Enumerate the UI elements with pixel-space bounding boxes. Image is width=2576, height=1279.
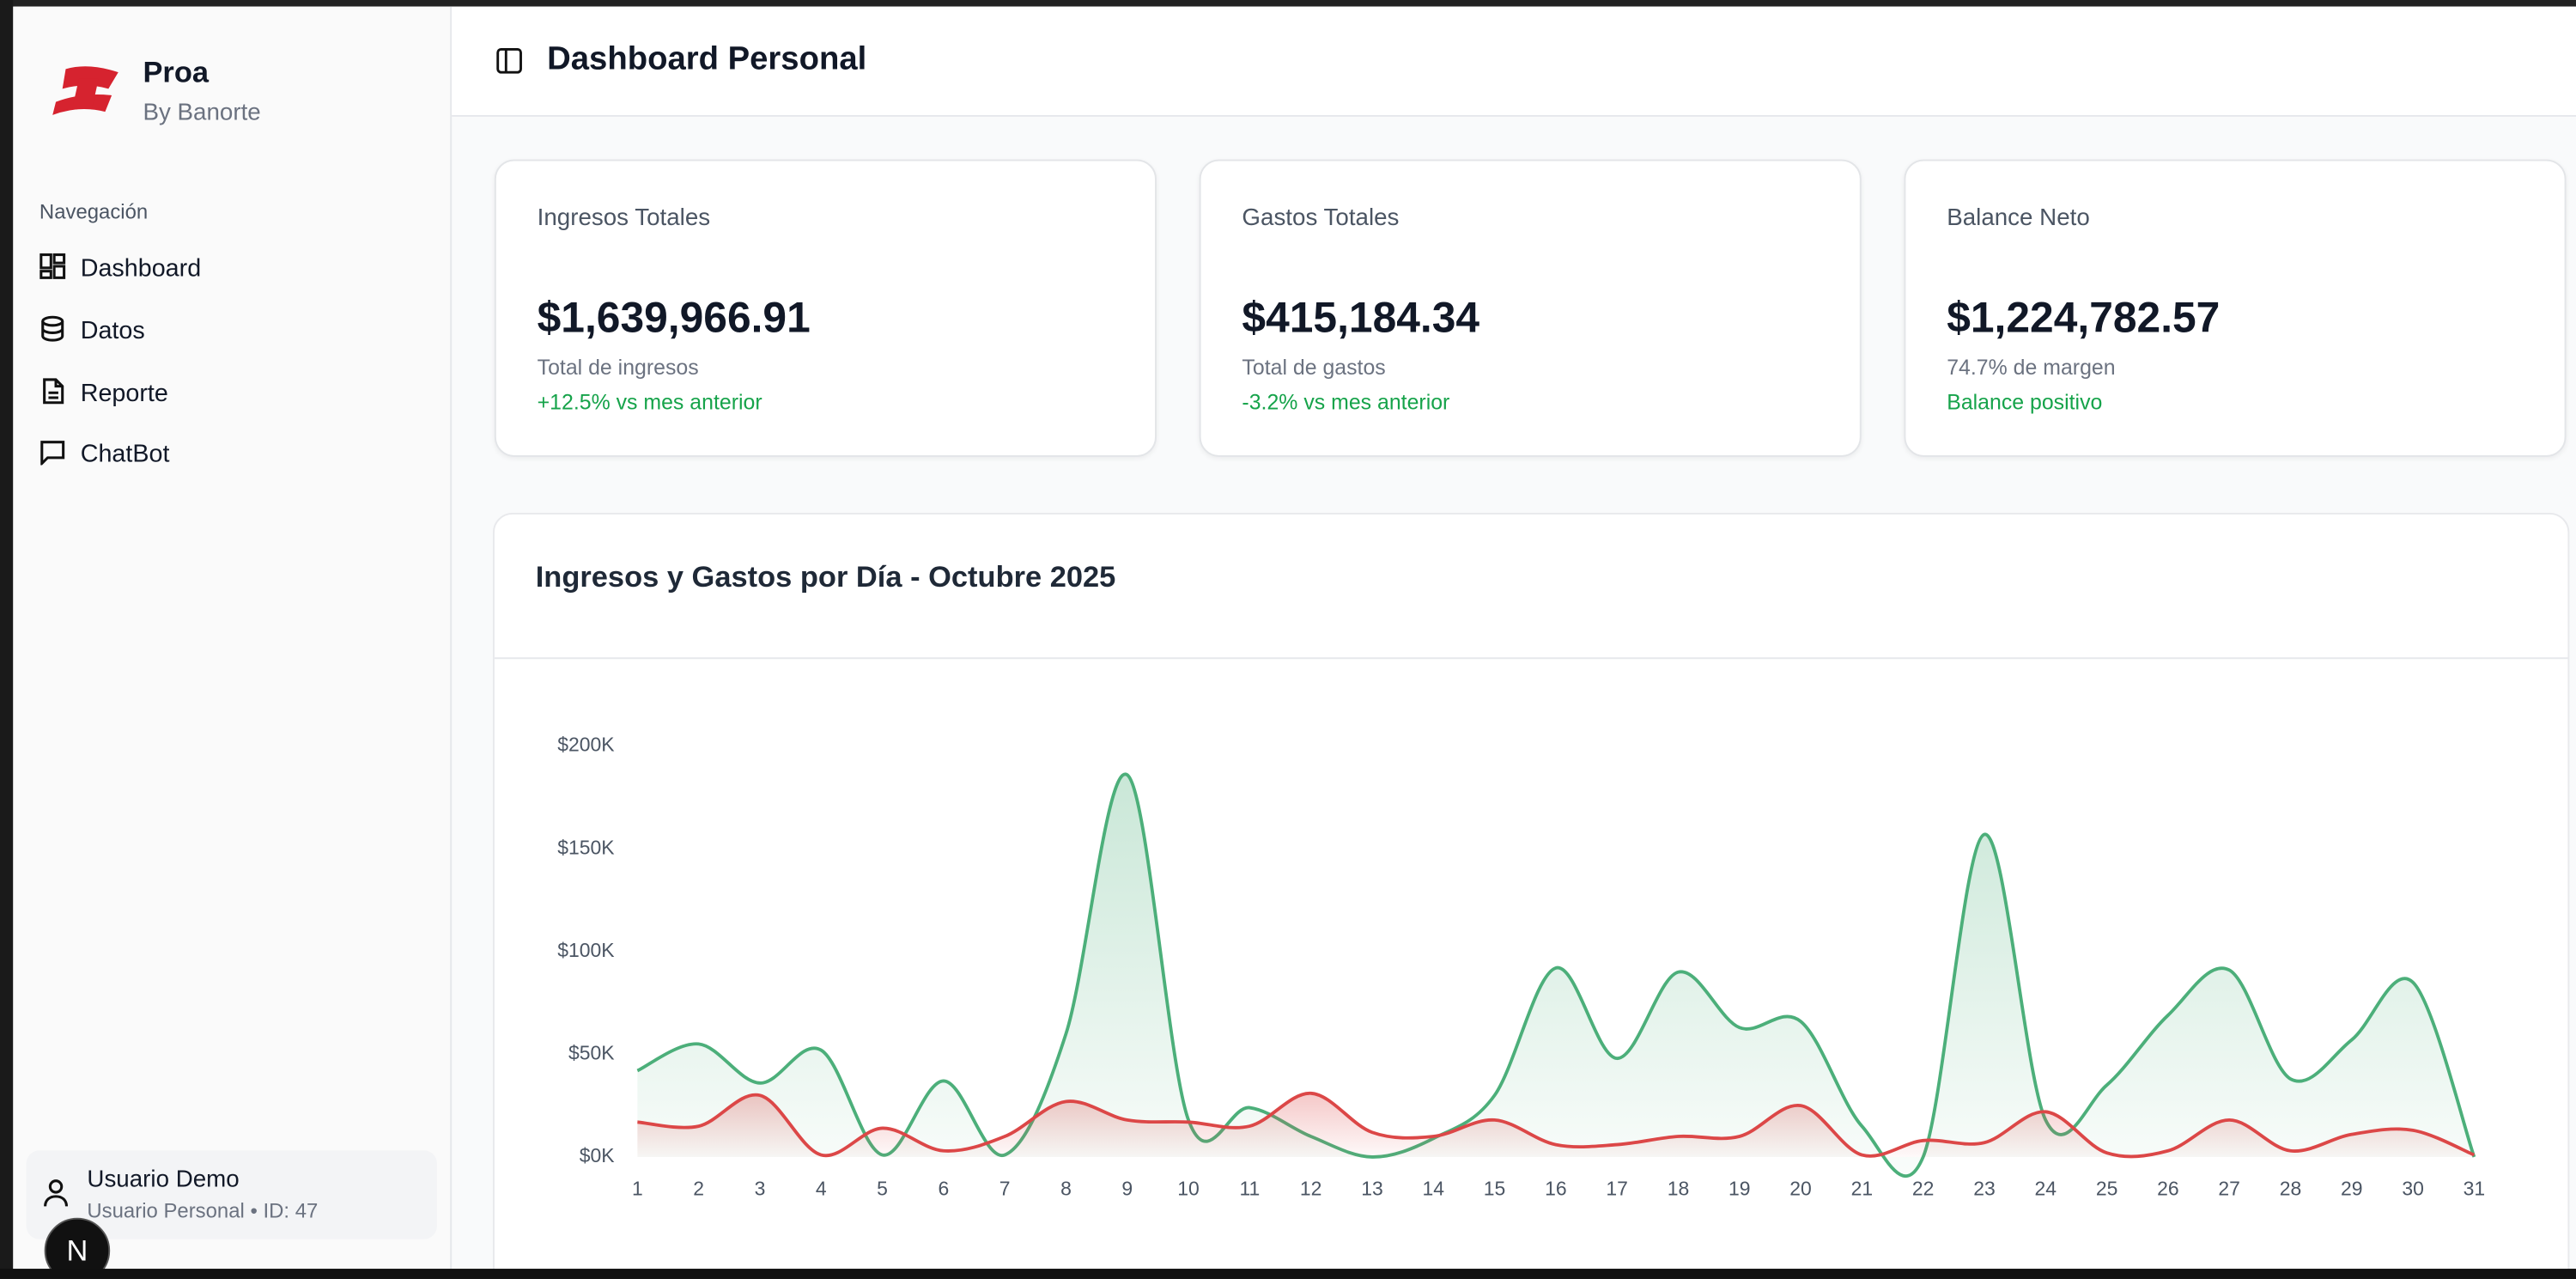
chart-title: Ingresos y Gastos por Día - Octubre 2025 — [535, 560, 1116, 594]
brand-sub: By Banorte — [143, 100, 261, 127]
nav-label[interactable]: Datos — [80, 317, 145, 345]
x-tick-label: 7 — [999, 1177, 1011, 1199]
card-label: Ingresos Totales — [537, 205, 711, 232]
x-tick-label: 23 — [1973, 1177, 1996, 1199]
top-bar — [0, 0, 2576, 7]
x-tick-label: 31 — [2464, 1177, 2486, 1199]
x-tick-label: 11 — [1239, 1177, 1260, 1199]
series-line — [636, 772, 2476, 1178]
user-icon — [44, 1179, 69, 1207]
x-tick-label: 2 — [693, 1177, 704, 1199]
card-value: $1,639,966.91 — [537, 292, 811, 342]
card-value: $1,224,782.57 — [1947, 292, 2221, 342]
y-tick-label: $150K — [557, 836, 615, 858]
header: Dashboard Personal — [452, 6, 2576, 117]
card-label: Gastos Totales — [1242, 205, 1400, 232]
x-tick-label: 25 — [2096, 1177, 2118, 1199]
nav-label[interactable]: Dashboard — [80, 254, 202, 283]
x-tick-label: 28 — [2280, 1177, 2302, 1199]
y-tick-label: $0K — [580, 1144, 616, 1166]
nav-item[interactable]: Reporte — [39, 378, 168, 407]
x-tick-label: 20 — [1789, 1177, 1812, 1199]
x-tick-label: 27 — [2218, 1177, 2240, 1199]
x-tick-label: 19 — [1728, 1177, 1751, 1199]
card-caption: Total de ingresos — [537, 355, 699, 380]
left-bar — [0, 0, 14, 1279]
x-tick-label: 8 — [1060, 1177, 1072, 1199]
x-tick-label: 5 — [877, 1177, 888, 1199]
nav-item[interactable]: Dashboard — [39, 253, 201, 283]
x-tick-label: 24 — [2035, 1177, 2057, 1199]
x-tick-label: 12 — [1300, 1177, 1322, 1199]
x-tick-label: 9 — [1121, 1177, 1133, 1199]
sidebar-toggle[interactable] — [496, 47, 523, 74]
logo — [52, 66, 118, 115]
series-line — [637, 1091, 2476, 1159]
nav-label[interactable]: Reporte — [80, 379, 168, 408]
y-tick-label: $100K — [557, 939, 615, 961]
card-value: $415,184.34 — [1242, 292, 1480, 342]
user-meta: Usuario Personal • ID: 47 — [87, 1199, 319, 1223]
brand: Proa — [143, 56, 210, 89]
x-tick-label: 14 — [1423, 1177, 1445, 1199]
nav-label[interactable]: ChatBot — [80, 440, 170, 469]
card-note: -3.2% vs mes anterior — [1242, 389, 1450, 415]
stat-card: Gastos Totales $415,184.34 Total de gastos… — [1199, 159, 1862, 457]
chart-card: Ingresos y Gastos por Día - Octubre 2025… — [492, 512, 2570, 1279]
x-tick-label: 6 — [938, 1177, 949, 1199]
dev-badge[interactable]: N — [44, 1217, 111, 1279]
x-tick-label: 10 — [1177, 1177, 1200, 1199]
x-tick-label: 1 — [632, 1177, 643, 1199]
y-tick-label: $50K — [568, 1041, 615, 1063]
area-fill — [637, 774, 2475, 1177]
x-tick-label: 13 — [1361, 1177, 1383, 1199]
x-tick-label: 15 — [1484, 1177, 1506, 1199]
card-note: Balance positivo — [1947, 389, 2103, 415]
nav-item[interactable]: Datos — [39, 315, 145, 345]
user-name: Usuario Demo — [87, 1166, 240, 1194]
x-tick-label: 26 — [2157, 1177, 2179, 1199]
card-note: +12.5% vs mes anterior — [537, 389, 762, 415]
x-tick-label: 29 — [2341, 1177, 2363, 1199]
stat-card: Ingresos Totales $1,639,966.91 Total de in… — [494, 159, 1157, 457]
card-caption: 74.7% de margen — [1947, 355, 2116, 380]
x-tick-label: 30 — [2402, 1177, 2424, 1199]
nav-heading: Navegación — [39, 200, 149, 224]
y-tick-label: $200K — [557, 734, 615, 756]
x-tick-label: 17 — [1606, 1177, 1628, 1199]
x-tick-label: 16 — [1545, 1177, 1567, 1199]
bottom-bar — [0, 1269, 2576, 1279]
nav-item[interactable]: ChatBot — [39, 439, 170, 469]
stat-card: Balance Neto $1,224,782.57 74.7% de margen… — [1904, 159, 2567, 457]
card-caption: Total de gastos — [1242, 355, 1386, 380]
header-title: Dashboard Personal — [547, 40, 867, 77]
card-label: Balance Neto — [1947, 205, 2090, 232]
sidebar: Proa By Banorte Navegación Dashboard Dat… — [13, 6, 453, 1279]
x-tick-label: 18 — [1668, 1177, 1690, 1199]
x-tick-label: 4 — [816, 1177, 827, 1199]
x-tick-label: 3 — [755, 1177, 766, 1199]
x-tick-label: 22 — [1912, 1177, 1935, 1199]
x-tick-label: 21 — [1851, 1177, 1874, 1199]
divider — [494, 657, 2568, 660]
